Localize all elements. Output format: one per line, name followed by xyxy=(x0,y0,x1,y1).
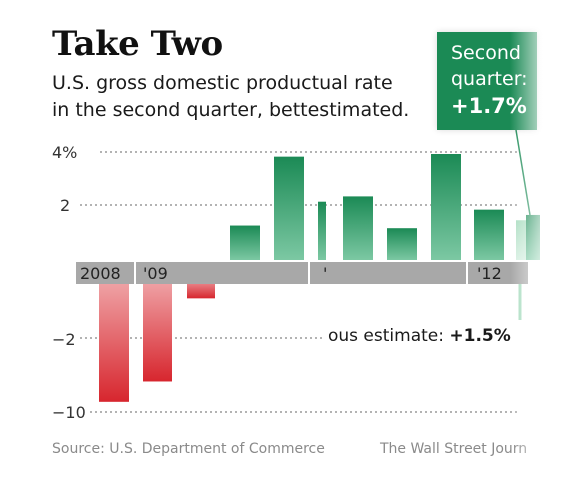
gdp-bar xyxy=(230,225,260,260)
gdp-bar xyxy=(431,154,461,260)
callout-leader xyxy=(515,129,531,216)
gdp-bar xyxy=(318,201,326,260)
previous-estimate-label: ous estimate: xyxy=(328,326,444,346)
year-band-segment xyxy=(76,262,134,284)
gdp-bar xyxy=(143,277,172,382)
year-band-segment xyxy=(136,262,308,284)
x-tick-label: '12 xyxy=(477,264,502,283)
subtitle-line-2: in the second quarter, bettestimated. xyxy=(52,99,410,121)
gdp-bar xyxy=(387,228,417,260)
second-quarter-callout: Second quarter: +1.7% xyxy=(437,32,537,130)
previous-estimate-value: +1.5% xyxy=(449,326,511,346)
gdp-bar xyxy=(343,196,373,260)
x-tick-label: ' xyxy=(323,264,327,283)
callout-line-2: quarter: xyxy=(451,68,528,90)
gdp-bar xyxy=(274,156,304,260)
subtitle-line-1: U.S. gross domestic productual rate xyxy=(52,72,393,94)
chart-title: Take Two xyxy=(52,24,223,64)
x-tick-label: 2008 xyxy=(80,264,121,283)
callout-value: +1.7% xyxy=(451,94,527,118)
source-note: Source: U.S. Department of Commerce xyxy=(52,441,325,457)
gdp-bar xyxy=(526,214,540,260)
gdp-bar xyxy=(516,220,526,260)
y-tick-label: 4% xyxy=(52,143,77,162)
callout-line-1: Second xyxy=(451,42,521,64)
publisher-credit: The Wall Street Journ xyxy=(380,441,528,457)
year-band-segment xyxy=(310,262,466,284)
gdp-bar xyxy=(99,277,129,402)
x-tick-label: '09 xyxy=(143,264,168,283)
previous-estimate-annotation: ous estimate: +1.5% xyxy=(322,320,522,354)
gdp-bar xyxy=(474,209,504,260)
y-tick-label: 2 xyxy=(60,196,70,215)
y-tick-label: −10 xyxy=(52,403,86,422)
chart-subtitle: U.S. gross domestic productual rate in t… xyxy=(52,70,409,124)
y-tick-label: −2 xyxy=(52,330,76,349)
